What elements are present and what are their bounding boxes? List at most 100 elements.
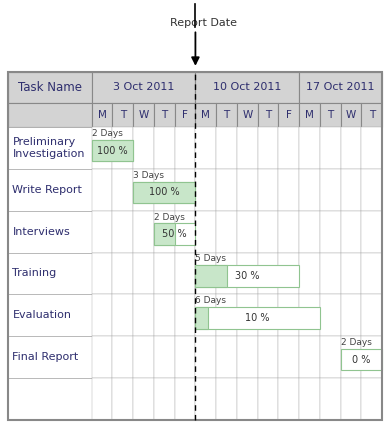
Bar (362, 127, 382, 169)
Text: 2 Days: 2 Days (92, 129, 122, 138)
Bar (258, 378, 278, 420)
Text: 2 Days: 2 Days (341, 338, 372, 347)
Bar (8, 336, 92, 378)
Bar (237, 211, 258, 253)
Bar (258, 211, 278, 253)
Bar (320, 253, 341, 294)
Bar (258, 127, 278, 169)
Text: Evaluation: Evaluation (12, 310, 71, 320)
Text: M: M (201, 110, 210, 120)
Bar (154, 127, 175, 169)
Bar (133, 103, 154, 127)
Bar (154, 378, 175, 420)
Bar (216, 253, 237, 294)
Bar (8, 378, 92, 420)
Bar (175, 169, 195, 211)
Text: T: T (120, 110, 126, 120)
Bar (195, 307, 320, 329)
Bar (299, 211, 320, 253)
Bar (341, 211, 362, 253)
Bar (362, 294, 382, 336)
Bar (299, 378, 320, 420)
Bar (320, 294, 341, 336)
Bar (154, 103, 175, 127)
Text: 17 Oct 2011: 17 Oct 2011 (307, 82, 375, 92)
Text: 50 %: 50 % (162, 229, 187, 239)
Bar (237, 253, 258, 294)
Bar (133, 127, 154, 169)
Text: 100 %: 100 % (97, 145, 128, 156)
Bar (154, 211, 175, 253)
Text: Write Report: Write Report (12, 185, 82, 195)
Bar (216, 211, 237, 253)
Bar (237, 103, 258, 127)
Bar (8, 253, 92, 294)
Bar (258, 253, 278, 294)
Bar (133, 211, 154, 253)
Bar (8, 72, 92, 103)
Bar (92, 336, 112, 378)
Bar (341, 169, 362, 211)
Text: T: T (369, 110, 375, 120)
Bar (341, 103, 362, 127)
Bar (92, 253, 112, 294)
Bar (8, 72, 382, 420)
Bar (237, 127, 258, 169)
Text: Interviews: Interviews (12, 227, 70, 237)
Bar (154, 223, 195, 245)
Text: 10 %: 10 % (245, 313, 270, 323)
Bar (154, 223, 175, 245)
Bar (341, 349, 382, 371)
Bar (278, 336, 299, 378)
Bar (299, 253, 320, 294)
Text: T: T (265, 110, 271, 120)
Bar (112, 378, 133, 420)
Bar (362, 103, 382, 127)
Bar (278, 127, 299, 169)
Bar (278, 169, 299, 211)
Bar (8, 127, 92, 169)
Bar (341, 127, 362, 169)
Text: 0 %: 0 % (352, 354, 370, 365)
Bar (258, 103, 278, 127)
Text: T: T (223, 110, 230, 120)
Bar (216, 294, 237, 336)
Bar (8, 169, 92, 211)
Bar (195, 169, 216, 211)
Bar (112, 103, 133, 127)
Text: 6 Days: 6 Days (195, 296, 227, 305)
Text: 30 %: 30 % (235, 271, 260, 281)
Text: 100 %: 100 % (149, 187, 180, 198)
Bar (112, 253, 133, 294)
Bar (92, 211, 112, 253)
Bar (92, 169, 112, 211)
Bar (341, 336, 362, 378)
Bar (362, 169, 382, 211)
Bar (216, 336, 237, 378)
Bar (133, 181, 195, 203)
Bar (8, 103, 92, 127)
Text: Training: Training (12, 268, 57, 279)
Bar (258, 294, 278, 336)
Bar (362, 378, 382, 420)
Bar (133, 181, 195, 203)
Bar (320, 336, 341, 378)
Bar (195, 307, 208, 329)
Bar (258, 169, 278, 211)
Bar (362, 336, 382, 378)
Text: F: F (286, 110, 292, 120)
Bar (237, 336, 258, 378)
Bar (299, 127, 320, 169)
Bar (195, 336, 216, 378)
Bar (320, 378, 341, 420)
Bar (195, 265, 227, 287)
Bar (278, 103, 299, 127)
Bar (92, 140, 133, 162)
Text: 10 Oct 2011: 10 Oct 2011 (213, 82, 282, 92)
Text: W: W (242, 110, 252, 120)
Text: Task Name: Task Name (18, 81, 82, 94)
Bar (362, 211, 382, 253)
Bar (320, 211, 341, 253)
Bar (195, 253, 216, 294)
Text: Final Report: Final Report (12, 352, 79, 362)
